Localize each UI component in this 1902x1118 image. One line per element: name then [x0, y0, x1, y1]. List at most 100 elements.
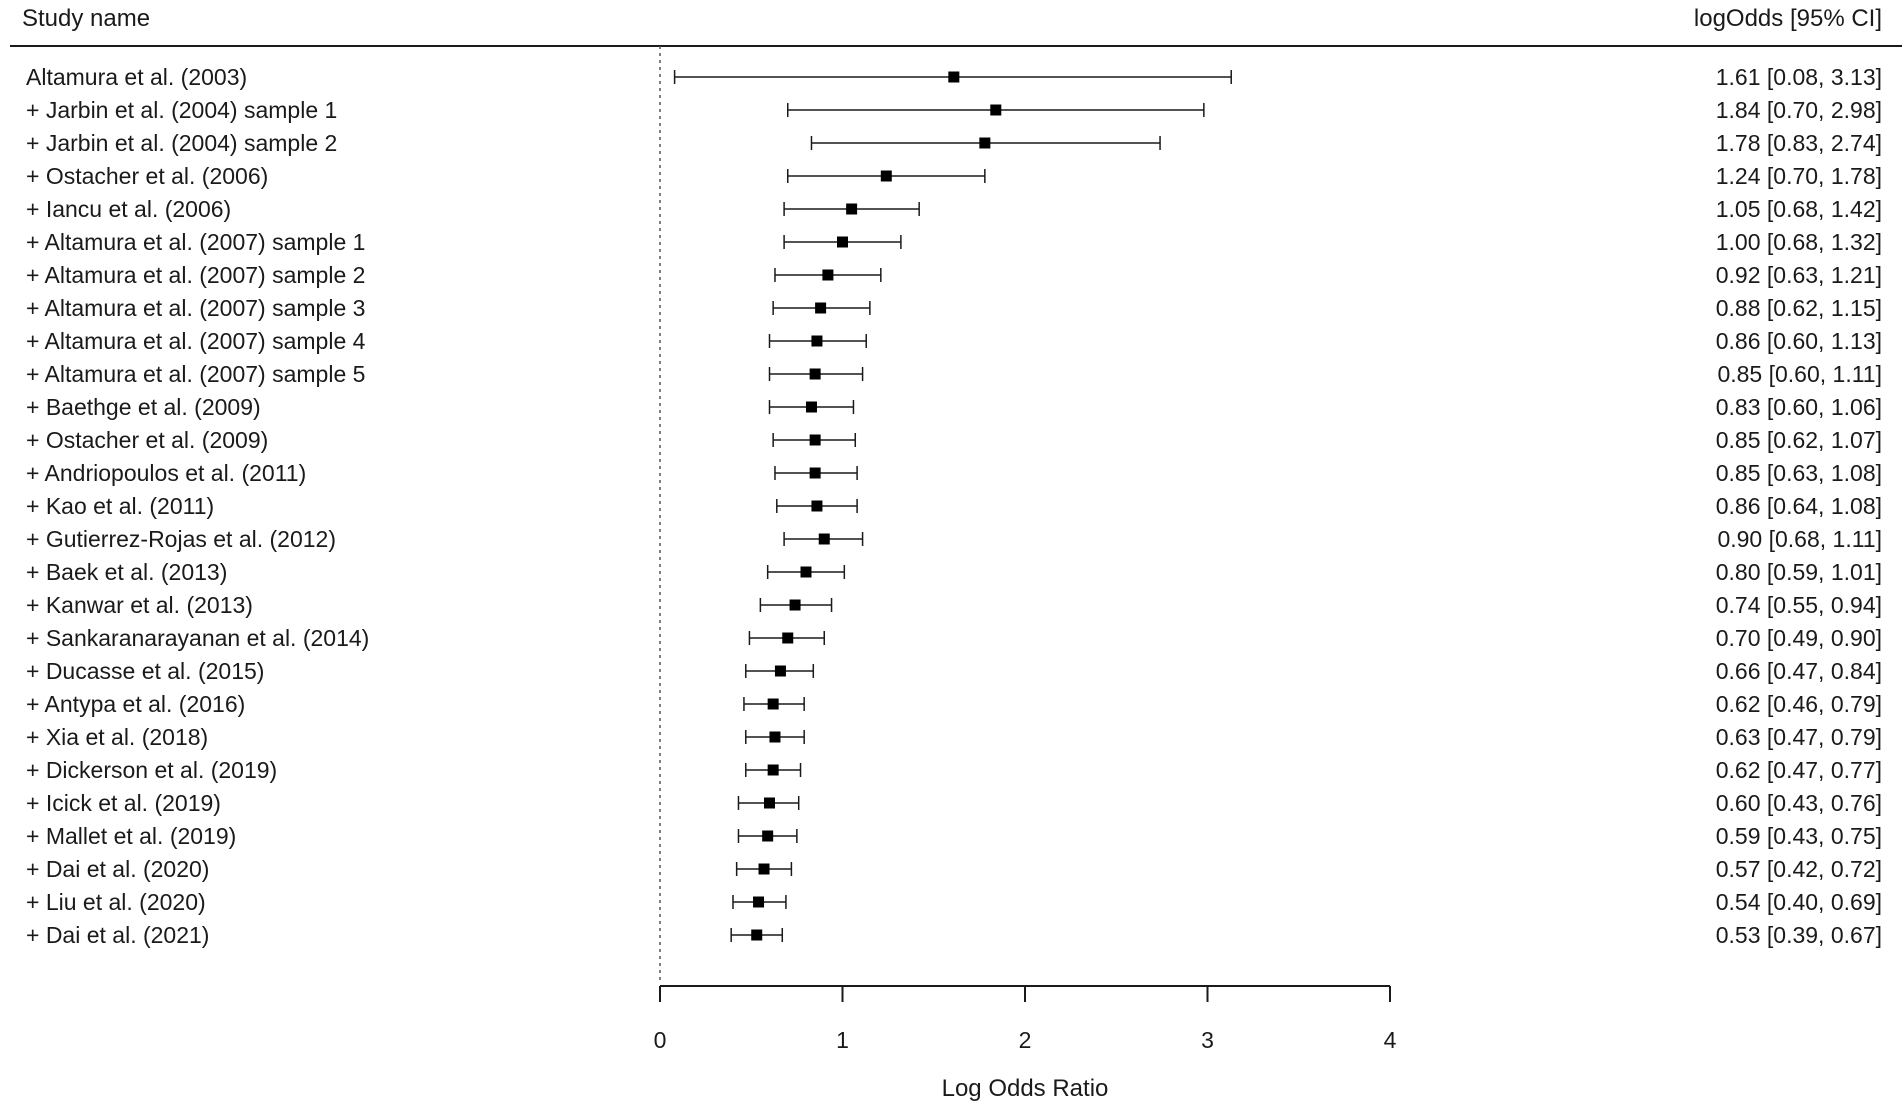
study-row: + Kao et al. (2011) 0.86 [0.64, 1.08]: [26, 493, 1882, 519]
study-row: + Xia et al. (2018) 0.63 [0.47, 0.79]: [26, 724, 1882, 750]
study-label: + Kanwar et al. (2013): [26, 592, 253, 618]
study-row: + Baek et al. (2013) 0.80 [0.59, 1.01]: [26, 559, 1882, 585]
x-tick-label: 0: [654, 1027, 667, 1053]
point-estimate: [789, 599, 801, 611]
study-label: + Altamura et al. (2007) sample 2: [26, 262, 365, 288]
point-estimate: [809, 467, 821, 479]
x-tick-label: 2: [1019, 1027, 1032, 1053]
x-axis: 0 1 2 3 4: [654, 985, 1397, 1053]
estimate-ci-text: 0.80 [0.59, 1.01]: [1716, 559, 1882, 585]
estimate-ci-text: 0.62 [0.47, 0.77]: [1716, 757, 1882, 783]
x-tick-label: 4: [1384, 1027, 1397, 1053]
study-label: + Antypa et al. (2016): [26, 691, 245, 717]
study-row: + Iancu et al. (2006) 1.05 [0.68, 1.42]: [26, 196, 1882, 222]
study-label: + Jarbin et al. (2004) sample 1: [26, 97, 337, 123]
x-axis-label: Log Odds Ratio: [942, 1075, 1109, 1102]
study-row: + Dickerson et al. (2019) 0.62 [0.47, 0.7…: [26, 757, 1882, 783]
estimate-ci-text: 1.24 [0.70, 1.78]: [1716, 163, 1882, 189]
study-row: + Altamura et al. (2007) sample 4 0.86 [0…: [26, 328, 1882, 354]
study-label: + Jarbin et al. (2004) sample 2: [26, 130, 337, 156]
estimate-ci-text: 0.62 [0.46, 0.79]: [1716, 691, 1882, 717]
study-label: + Baek et al. (2013): [26, 559, 227, 585]
study-row: + Kanwar et al. (2013) 0.74 [0.55, 0.94]: [26, 592, 1882, 618]
point-estimate: [758, 863, 770, 875]
study-row: + Altamura et al. (2007) sample 5 0.85 [0…: [26, 361, 1882, 387]
estimate-ci-text: 0.66 [0.47, 0.84]: [1716, 658, 1882, 684]
estimate-ci-text: 0.70 [0.49, 0.90]: [1716, 625, 1882, 651]
study-label: + Altamura et al. (2007) sample 1: [26, 229, 365, 255]
x-tick-label: 3: [1201, 1027, 1214, 1053]
study-label: + Ostacher et al. (2009): [26, 427, 268, 453]
point-estimate: [822, 269, 834, 281]
point-estimate: [809, 368, 821, 380]
study-label: + Iancu et al. (2006): [26, 196, 231, 222]
point-estimate: [805, 401, 817, 413]
estimate-ci-text: 0.85 [0.60, 1.11]: [1717, 361, 1882, 387]
study-label: + Ducasse et al. (2015): [26, 658, 264, 684]
point-estimate: [948, 71, 960, 83]
point-estimate: [774, 665, 786, 677]
estimate-ci-text: 0.85 [0.62, 1.07]: [1716, 427, 1882, 453]
point-estimate: [979, 137, 991, 149]
point-estimate: [762, 830, 774, 842]
point-estimate: [751, 929, 763, 941]
estimate-ci-text: 0.57 [0.42, 0.72]: [1716, 856, 1882, 882]
study-label: + Sankaranarayanan et al. (2014): [26, 625, 369, 651]
estimate-ci-text: 0.74 [0.55, 0.94]: [1716, 592, 1882, 618]
study-label: + Ostacher et al. (2006): [26, 163, 268, 189]
study-row: + Jarbin et al. (2004) sample 2 1.78 [0.8…: [26, 130, 1882, 156]
study-label: + Icick et al. (2019): [26, 790, 221, 816]
estimate-ci-text: 0.60 [0.43, 0.76]: [1716, 790, 1882, 816]
point-estimate: [767, 764, 779, 776]
study-label: + Baethge et al. (2009): [26, 394, 261, 420]
study-row: + Altamura et al. (2007) sample 2 0.92 [0…: [26, 262, 1882, 288]
estimate-ci-text: 0.86 [0.60, 1.13]: [1716, 328, 1882, 354]
x-tick-label: 1: [836, 1027, 849, 1053]
estimate-header: logOdds [95% CI]: [1694, 5, 1882, 32]
study-row: + Sankaranarayanan et al. (2014) 0.70 [0.…: [26, 625, 1882, 651]
study-row: + Andriopoulos et al. (2011) 0.85 [0.63, …: [26, 460, 1882, 486]
study-row: + Icick et al. (2019) 0.60 [0.43, 0.76]: [26, 790, 1882, 816]
study-row: + Gutierrez-Rojas et al. (2012) 0.90 [0.6…: [26, 526, 1882, 552]
study-row: + Ostacher et al. (2009) 0.85 [0.62, 1.07…: [26, 427, 1882, 453]
study-row: + Jarbin et al. (2004) sample 1 1.84 [0.7…: [26, 97, 1882, 123]
study-row: + Mallet et al. (2019) 0.59 [0.43, 0.75]: [26, 823, 1882, 849]
study-row: + Altamura et al. (2007) sample 3 0.88 [0…: [26, 295, 1882, 321]
point-estimate: [753, 896, 765, 908]
point-estimate: [769, 731, 781, 743]
study-label: + Liu et al. (2020): [26, 889, 206, 915]
study-label: Altamura et al. (2003): [26, 64, 247, 90]
point-estimate: [782, 632, 794, 644]
point-estimate: [811, 335, 823, 347]
study-rows: Altamura et al. (2003) 1.61 [0.08, 3.13] +…: [26, 64, 1882, 948]
study-row: + Altamura et al. (2007) sample 1 1.00 [0…: [26, 229, 1882, 255]
estimate-ci-text: 1.84 [0.70, 2.98]: [1716, 97, 1882, 123]
study-label: + Dai et al. (2021): [26, 922, 209, 948]
study-row: Altamura et al. (2003) 1.61 [0.08, 3.13]: [26, 64, 1882, 90]
estimate-ci-text: 0.86 [0.64, 1.08]: [1716, 493, 1882, 519]
estimate-ci-text: 1.05 [0.68, 1.42]: [1716, 196, 1882, 222]
study-label: + Altamura et al. (2007) sample 4: [26, 328, 366, 354]
estimate-ci-text: 0.63 [0.47, 0.79]: [1716, 724, 1882, 750]
study-row: + Liu et al. (2020) 0.54 [0.40, 0.69]: [26, 889, 1882, 915]
study-row: + Dai et al. (2020) 0.57 [0.42, 0.72]: [26, 856, 1882, 882]
estimate-ci-text: 0.88 [0.62, 1.15]: [1716, 295, 1882, 321]
study-label: + Gutierrez-Rojas et al. (2012): [26, 526, 336, 552]
point-estimate: [880, 170, 892, 182]
study-label: + Dickerson et al. (2019): [26, 757, 277, 783]
study-row: + Baethge et al. (2009) 0.83 [0.60, 1.06]: [26, 394, 1882, 420]
study-label: + Xia et al. (2018): [26, 724, 208, 750]
point-estimate: [846, 203, 858, 215]
study-row: + Dai et al. (2021) 0.53 [0.39, 0.67]: [26, 922, 1882, 948]
point-estimate: [800, 566, 812, 578]
study-name-header: Study name: [22, 5, 150, 32]
study-label: + Andriopoulos et al. (2011): [26, 460, 306, 486]
point-estimate: [837, 236, 848, 248]
estimate-ci-text: 1.78 [0.83, 2.74]: [1716, 130, 1882, 156]
estimate-ci-text: 0.92 [0.63, 1.21]: [1716, 262, 1882, 288]
point-estimate: [990, 104, 1002, 116]
point-estimate: [809, 434, 821, 446]
study-row: + Ostacher et al. (2006) 1.24 [0.70, 1.78…: [26, 163, 1882, 189]
estimate-ci-text: 0.83 [0.60, 1.06]: [1716, 394, 1882, 420]
estimate-ci-text: 0.53 [0.39, 0.67]: [1716, 922, 1882, 948]
